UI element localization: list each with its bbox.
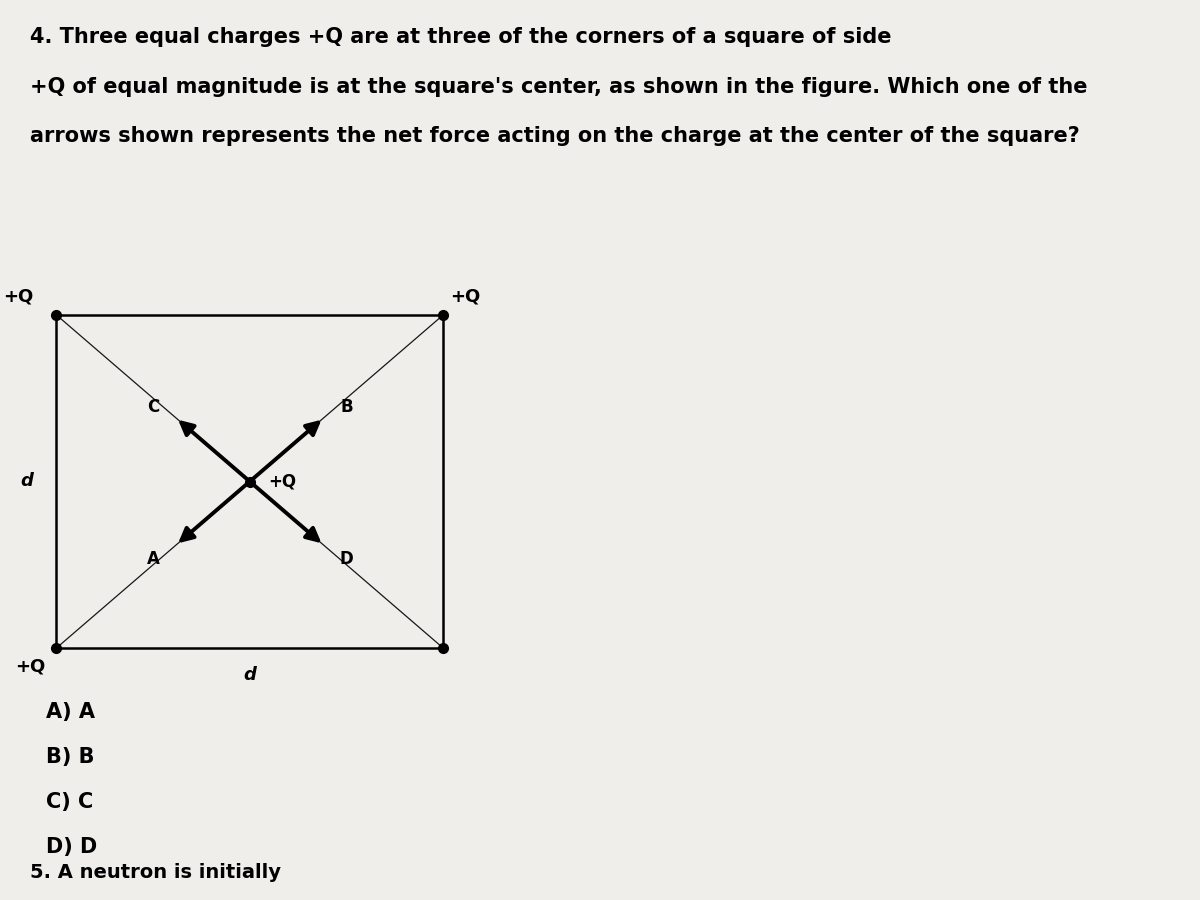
Text: C) C: C) C xyxy=(46,792,94,812)
Text: A: A xyxy=(146,550,160,568)
Text: +Q: +Q xyxy=(450,287,480,305)
Text: D: D xyxy=(340,550,354,568)
Text: A) A: A) A xyxy=(46,702,95,722)
Text: C: C xyxy=(146,398,160,416)
Text: +Q: +Q xyxy=(14,658,44,676)
Text: B: B xyxy=(341,398,353,416)
Text: d: d xyxy=(244,666,257,684)
Text: 5. A neutron is initially: 5. A neutron is initially xyxy=(30,863,281,882)
Text: +Q of equal magnitude is at the square's center, as shown in the figure. Which o: +Q of equal magnitude is at the square's… xyxy=(30,76,1088,96)
Text: arrows shown represents the net force acting on the charge at the center of the : arrows shown represents the net force ac… xyxy=(30,126,1080,146)
Text: 4. Three equal charges +Q are at three of the corners of a square of side: 4. Three equal charges +Q are at three o… xyxy=(30,27,899,47)
Text: +Q: +Q xyxy=(269,472,296,490)
Text: D) D: D) D xyxy=(46,837,97,857)
Text: +Q: +Q xyxy=(4,287,34,305)
Text: B) B: B) B xyxy=(46,747,95,767)
Text: d: d xyxy=(20,472,34,490)
